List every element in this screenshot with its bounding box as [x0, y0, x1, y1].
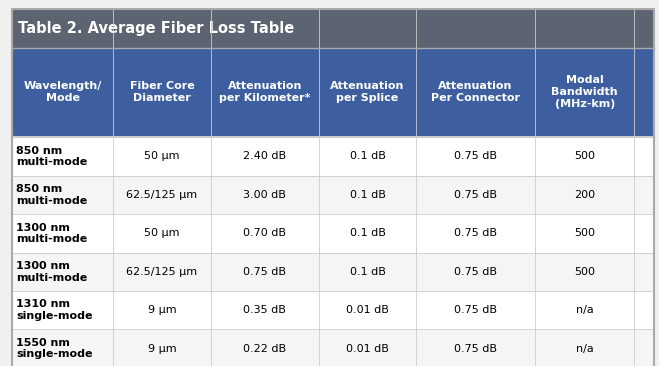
Text: 0.1 dB: 0.1 dB: [349, 267, 386, 277]
Text: 1300 nm
multi-mode: 1300 nm multi-mode: [16, 223, 88, 244]
Text: 1310 nm
single-mode: 1310 nm single-mode: [16, 299, 93, 321]
Text: 0.75 dB: 0.75 dB: [243, 267, 286, 277]
Bar: [12, 176, 654, 214]
Text: 0.75 dB: 0.75 dB: [454, 267, 497, 277]
Text: 0.1 dB: 0.1 dB: [349, 190, 386, 200]
Text: 2.40 dB: 2.40 dB: [243, 152, 286, 161]
Text: 3.00 dB: 3.00 dB: [243, 190, 286, 200]
Text: 50 μm: 50 μm: [144, 228, 180, 238]
Bar: [12, 253, 654, 291]
Text: 0.22 dB: 0.22 dB: [243, 344, 286, 354]
Text: 850 nm
multi-mode: 850 nm multi-mode: [16, 184, 88, 206]
Bar: [12, 48, 654, 137]
Bar: [12, 291, 654, 329]
Bar: [12, 9, 654, 48]
Text: n/a: n/a: [576, 305, 594, 315]
Text: 0.70 dB: 0.70 dB: [243, 228, 286, 238]
Text: Modal
Bandwidth
(MHz-km): Modal Bandwidth (MHz-km): [552, 75, 618, 109]
Text: 62.5/125 μm: 62.5/125 μm: [127, 267, 198, 277]
Text: 500: 500: [574, 152, 595, 161]
Text: 0.35 dB: 0.35 dB: [243, 305, 286, 315]
Text: 500: 500: [574, 228, 595, 238]
Bar: [12, 137, 654, 176]
Text: 0.75 dB: 0.75 dB: [454, 228, 497, 238]
Text: 1550 nm
single-mode: 1550 nm single-mode: [16, 338, 93, 359]
Text: 0.75 dB: 0.75 dB: [454, 344, 497, 354]
Text: 200: 200: [574, 190, 595, 200]
Text: 0.75 dB: 0.75 dB: [454, 152, 497, 161]
Text: 9 μm: 9 μm: [148, 305, 177, 315]
Text: Attenuation
Per Connector: Attenuation Per Connector: [431, 81, 520, 104]
Text: 0.1 dB: 0.1 dB: [349, 228, 386, 238]
Text: Fiber Core
Diameter: Fiber Core Diameter: [130, 81, 194, 104]
Bar: [12, 329, 654, 366]
Text: 0.01 dB: 0.01 dB: [346, 344, 389, 354]
Text: Attenuation
per Kilometer*: Attenuation per Kilometer*: [219, 81, 310, 104]
Text: 9 μm: 9 μm: [148, 344, 177, 354]
Text: 50 μm: 50 μm: [144, 152, 180, 161]
Bar: [12, 214, 654, 253]
Text: Attenuation
per Splice: Attenuation per Splice: [330, 81, 405, 104]
Text: Table 2. Average Fiber Loss Table: Table 2. Average Fiber Loss Table: [18, 21, 295, 36]
Text: Wavelength/
Mode: Wavelength/ Mode: [23, 81, 101, 104]
Text: 1300 nm
multi-mode: 1300 nm multi-mode: [16, 261, 88, 283]
Text: 0.1 dB: 0.1 dB: [349, 152, 386, 161]
Text: 500: 500: [574, 267, 595, 277]
Text: 850 nm
multi-mode: 850 nm multi-mode: [16, 146, 88, 167]
Text: 0.75 dB: 0.75 dB: [454, 305, 497, 315]
Text: 0.01 dB: 0.01 dB: [346, 305, 389, 315]
Text: n/a: n/a: [576, 344, 594, 354]
Text: 62.5/125 μm: 62.5/125 μm: [127, 190, 198, 200]
Text: 0.75 dB: 0.75 dB: [454, 190, 497, 200]
